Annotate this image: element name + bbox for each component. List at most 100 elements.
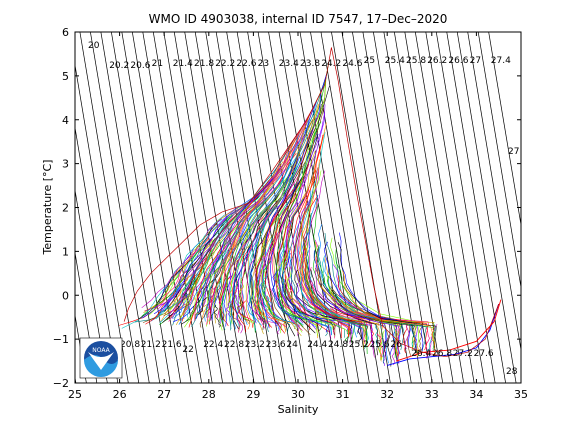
ts-profile-line: [287, 286, 338, 339]
isopleth-label-top: 21.4: [173, 59, 193, 69]
ts-profile-line: [195, 257, 223, 320]
ts-profiles: [118, 47, 502, 367]
isopleth-label-bottom: 21.2: [141, 340, 161, 350]
ts-profile-line: [184, 178, 275, 328]
y-tick-label: 6: [62, 26, 69, 39]
isopleth-line: [75, 125, 119, 383]
ts-profile-line: [237, 183, 294, 321]
ts-profile-line: [278, 199, 319, 330]
isopleth-line: [184, 32, 244, 383]
isopleth-line: [75, 313, 87, 383]
x-tick-label: 30: [291, 388, 305, 401]
ts-profile-line: [311, 300, 374, 348]
y-axis-label: Temperature [°C]: [41, 160, 54, 256]
isopleth-label-bottom: 22: [182, 345, 193, 355]
svg-text:NOAA: NOAA: [92, 347, 110, 354]
ts-profile-line: [340, 300, 419, 359]
ts-profile-line: [314, 239, 375, 358]
isopleth-label-bottom: 27.2: [453, 349, 473, 359]
ts-profile-line: [329, 237, 421, 357]
ts-profile-line: [284, 242, 336, 329]
ts-profile-envelope: [123, 47, 500, 358]
isopleth-line: [331, 32, 391, 383]
ts-profile-line: [159, 263, 204, 314]
ts-profile-line: [172, 130, 301, 326]
ts-profile-line: [266, 295, 296, 324]
isopleth-line: [425, 32, 485, 383]
ts-profile-line: [254, 304, 282, 335]
x-tick-label: 27: [157, 388, 171, 401]
ts-profile-line: [248, 162, 300, 331]
isopleth-line: [477, 32, 521, 290]
isopleth-line: [100, 32, 161, 383]
x-tick-label: 35: [514, 388, 528, 401]
ts-profile-line: [251, 91, 322, 335]
ts-profile-line: [141, 235, 205, 317]
ts-profile-line: [261, 274, 291, 333]
ts-profile-line: [296, 282, 362, 335]
ts-profile-line: [308, 170, 364, 341]
ts-profile-line: [192, 168, 286, 316]
x-tick-label: 31: [336, 388, 350, 401]
ts-profile-line: [156, 272, 195, 318]
ts-profile-line: [175, 161, 284, 326]
ts-profile-line: [260, 192, 295, 333]
ts-profile-line: [349, 311, 424, 353]
ts-profile-line: [300, 281, 369, 348]
isopleth-label-bottom: 25.6: [370, 340, 390, 350]
ts-profile-line: [253, 202, 289, 326]
isopleth-label-top: 24.6: [342, 59, 362, 69]
ts-profile-line: [282, 235, 333, 336]
ts-profile-line: [278, 113, 325, 324]
ts-profile-line: [306, 310, 363, 343]
isopleth-line: [163, 32, 223, 383]
isopleth-label-bottom: 22.4: [203, 340, 223, 350]
isopleth-line: [111, 32, 171, 383]
isopleth-label-bottom: 24.4: [307, 340, 327, 350]
isopleth-label-top: 22.2: [215, 59, 235, 69]
y-tick-label: 4: [62, 114, 69, 127]
isopleth-line: [142, 32, 203, 383]
isopleth-label-top: 20.2: [109, 61, 129, 71]
isopleth-line: [75, 250, 98, 383]
ts-profile-line: [231, 197, 282, 333]
isopleth-label-bottom: 22.8: [224, 340, 244, 350]
ts-profile-line: [342, 270, 436, 357]
y-tick-label: −2: [53, 377, 69, 390]
isopleth-label-top: 22.6: [236, 59, 256, 69]
y-tick-label: 2: [62, 202, 69, 215]
isopleth-label-bottom: 23.6: [266, 340, 286, 350]
isopleth-label-top: 23.4: [279, 59, 299, 69]
isopleth-label-top: 23: [258, 59, 269, 69]
isopleth-line: [289, 32, 349, 383]
ts-profile-line: [188, 123, 305, 328]
isopleth-line: [446, 32, 506, 383]
isopleth-label-bottom: 21.6: [162, 340, 182, 350]
ts-profile-line: [214, 305, 221, 328]
ts-profile-line: [178, 197, 265, 325]
ts-profile-line: [185, 202, 264, 322]
isopleth-label-bottom: 23.2: [245, 340, 265, 350]
isopleth-label-top: 20: [88, 41, 100, 51]
ts-profile-line: [304, 239, 365, 349]
isopleth-line: [75, 63, 129, 383]
ts-profile-line: [258, 231, 287, 327]
ts-profile-line: [354, 311, 430, 359]
ts-profile-line: [219, 119, 313, 327]
ts-profile-line: [255, 157, 305, 327]
isopleth-label-top: 27: [470, 56, 481, 66]
ts-profile-line: [157, 237, 217, 311]
ts-profile-line: [238, 300, 256, 328]
ts-profile-line: [167, 211, 246, 317]
isopleth-line: [414, 32, 475, 383]
ts-profile-line: [317, 224, 389, 364]
ts-profile-line: [154, 209, 239, 310]
ts-profile-line: [211, 199, 269, 321]
x-tick-label: 29: [246, 388, 260, 401]
ts-profile-line: [230, 294, 241, 331]
ts-profile-line: [304, 273, 369, 341]
isopleth-label-top: 25.4: [385, 56, 405, 66]
ts-profile-line: [287, 267, 333, 330]
ts-profile-line: [254, 185, 298, 328]
